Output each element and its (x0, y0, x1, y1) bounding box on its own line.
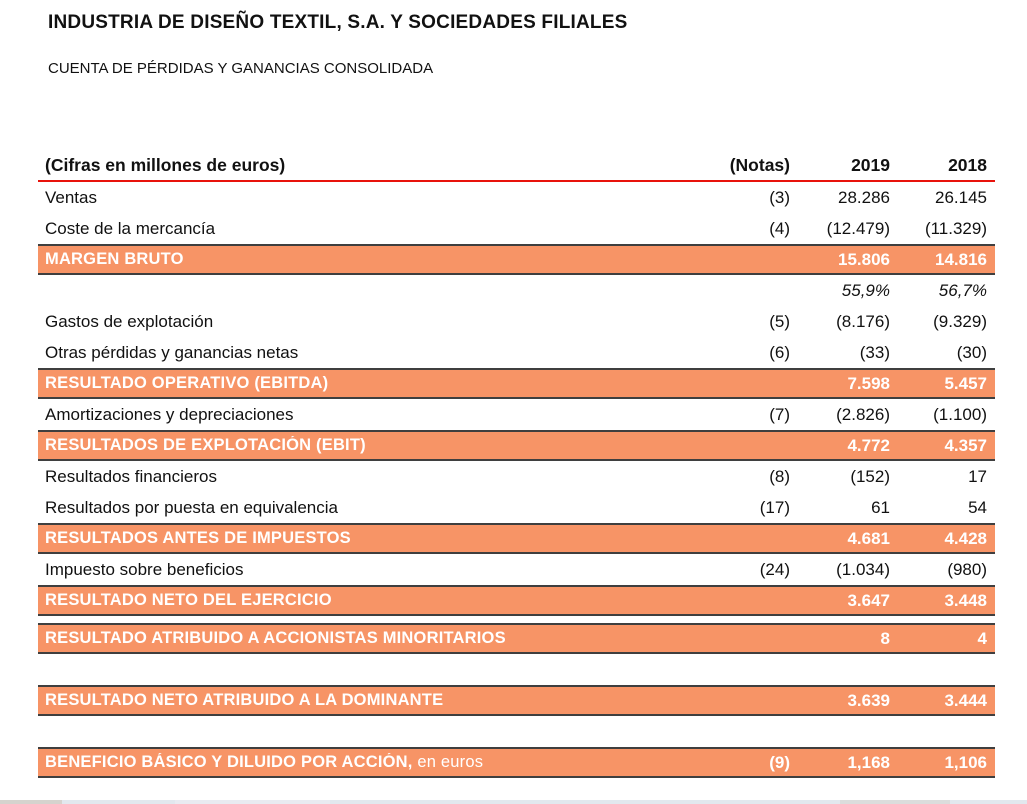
total-band-row: MARGEN BRUTO 15.806 14.816 (38, 244, 995, 275)
header-year-2018: 2018 (948, 154, 987, 175)
row-value-2019: 1,168 (847, 752, 890, 772)
row-label: Gastos de explotación (45, 311, 214, 331)
table-row: Amortizaciones y depreciaciones (7) (2.826… (38, 399, 995, 430)
document-subtitle: CUENTA DE PÉRDIDAS Y GANANCIAS CONSOLIDA… (48, 60, 434, 77)
row-value-2019: (1.034) (836, 559, 890, 579)
row-value-2019: (2.826) (836, 404, 890, 424)
row-value-2019: 3.647 (847, 590, 890, 610)
row-value-2019: 55,9% (841, 280, 890, 300)
row-label: RESULTADOS ANTES DE IMPUESTOS (45, 529, 351, 547)
row-value-2019: 15.806 (838, 249, 890, 269)
row-value-2019: 4.772 (847, 435, 890, 455)
row-label: BENEFICIO BÁSICO Y DILUIDO POR ACCIÓN, e… (45, 753, 484, 771)
row-value-2018: (1.100) (933, 404, 987, 424)
row-spacer (38, 716, 995, 747)
page-edge-segment (175, 800, 330, 804)
table-row: 55,9% 56,7% (38, 275, 995, 306)
row-value-2018: 3.444 (944, 690, 987, 710)
page-edge-segment (0, 800, 62, 804)
total-band-row: BENEFICIO BÁSICO Y DILUIDO POR ACCIÓN, e… (38, 747, 995, 778)
table-row: Ventas (3) 28.286 26.145 (38, 182, 995, 213)
row-value-2018: 26.145 (935, 187, 987, 207)
total-band-row: RESULTADO OPERATIVO (EBITDA) 7.598 5.457 (38, 368, 995, 399)
total-band-row: RESULTADO NETO ATRIBUIDO A LA DOMINANTE 3… (38, 685, 995, 716)
row-value-2018: 5.457 (944, 373, 987, 393)
row-value-2018: 4.357 (944, 435, 987, 455)
row-value-2018: 17 (968, 466, 987, 486)
row-value-2018: (9.329) (933, 311, 987, 331)
table-body: Ventas (3) 28.286 26.145 Coste de la mercanc… (38, 182, 995, 778)
table-row: Gastos de explotación (5) (8.176) (9.329) (38, 306, 995, 337)
document-title: INDUSTRIA DE DISEÑO TEXTIL, S.A. Y SOCIE… (48, 12, 628, 33)
row-value-2019: (12.479) (826, 218, 890, 238)
row-label: RESULTADO OPERATIVO (EBITDA) (45, 374, 329, 392)
table-row: Impuesto sobre beneficios (24) (1.034) (980… (38, 554, 995, 585)
total-band-row: RESULTADO ATRIBUIDO A ACCIONISTAS MINORI… (38, 623, 995, 654)
row-note: (4) (769, 218, 790, 238)
row-label: RESULTADOS DE EXPLOTACIÓN (EBIT) (45, 436, 366, 454)
row-value-2018: 56,7% (938, 280, 987, 300)
row-value-2019: 8 (880, 628, 890, 648)
row-value-2018: 4 (977, 628, 987, 648)
row-note: (17) (759, 497, 790, 517)
row-note: (9) (769, 752, 790, 772)
row-value-2019: 3.639 (847, 690, 890, 710)
row-label: Resultados por puesta en equivalencia (45, 497, 338, 517)
row-label: Impuesto sobre beneficios (45, 559, 244, 579)
row-value-2018: (30) (956, 342, 987, 362)
income-statement-table: (Cifras en millones de euros) (Notas) 20… (38, 150, 995, 778)
row-note: (8) (769, 466, 790, 486)
row-value-2018: (980) (947, 559, 987, 579)
total-band-row: RESULTADOS DE EXPLOTACIÓN (EBIT) 4.772 4.3… (38, 430, 995, 461)
row-label: Resultados financieros (45, 466, 217, 486)
row-value-2018: 54 (968, 497, 987, 517)
row-label: RESULTADO ATRIBUIDO A ACCIONISTAS MINORI… (45, 629, 506, 647)
table-row: Otras pérdidas y ganancias netas (6) (33) (… (38, 337, 995, 368)
row-label: Otras pérdidas y ganancias netas (45, 342, 299, 362)
total-band-row: RESULTADOS ANTES DE IMPUESTOS 4.681 4.428 (38, 523, 995, 554)
row-value-2018: 1,106 (944, 752, 987, 772)
page-edge-segment (840, 800, 950, 804)
row-value-2018: 4.428 (944, 528, 987, 548)
row-value-2019: (8.176) (836, 311, 890, 331)
row-value-2019: 28.286 (838, 187, 890, 207)
row-label: RESULTADO NETO DEL EJERCICIO (45, 591, 332, 609)
row-label: Ventas (45, 187, 97, 207)
row-note: (5) (769, 311, 790, 331)
row-label: Coste de la mercancía (45, 218, 216, 238)
table-row: Resultados por puesta en equivalencia (17… (38, 492, 995, 523)
row-note: (6) (769, 342, 790, 362)
table-row: Coste de la mercancía (4) (12.479) (11.329) (38, 213, 995, 244)
row-note: (7) (769, 404, 790, 424)
total-band-row: RESULTADO NETO DEL EJERCICIO 3.647 3.448 (38, 585, 995, 616)
row-value-2018: 14.816 (935, 249, 987, 269)
row-value-2019: (33) (859, 342, 890, 362)
row-value-2019: (152) (850, 466, 890, 486)
row-label-suffix: en euros (412, 753, 484, 771)
row-value-2019: 61 (871, 497, 890, 517)
row-label: RESULTADO NETO ATRIBUIDO A LA DOMINANTE (45, 691, 444, 709)
table-row: Resultados financieros (8) (152) 17 (38, 461, 995, 492)
table-header-row: (Cifras en millones de euros) (Notas) 20… (38, 150, 995, 182)
row-note: (24) (759, 559, 790, 579)
row-value-2018: 3.448 (944, 590, 987, 610)
row-value-2018: (11.329) (924, 218, 987, 238)
header-year-2019: 2019 (851, 154, 890, 175)
row-label: MARGEN BRUTO (45, 250, 184, 268)
row-value-2019: 4.681 (847, 528, 890, 548)
row-spacer (38, 654, 995, 685)
row-label: Amortizaciones y depreciaciones (45, 404, 294, 424)
row-spacer (38, 616, 995, 623)
row-note: (3) (769, 187, 790, 207)
header-units-label: (Cifras en millones de euros) (45, 154, 286, 175)
header-notes-label: (Notas) (729, 154, 790, 175)
row-value-2019: 7.598 (847, 373, 890, 393)
page-edge-strip (0, 800, 1027, 804)
